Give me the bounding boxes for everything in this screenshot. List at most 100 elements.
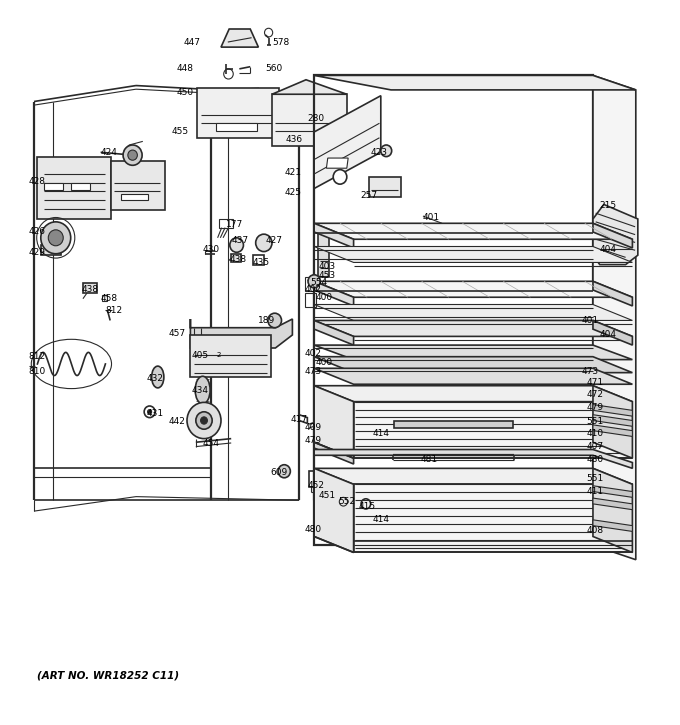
Text: 405: 405 [192,351,209,360]
Text: 404: 404 [600,245,617,254]
Text: 442: 442 [169,418,186,426]
Text: 414: 414 [373,429,390,438]
Bar [216,123,257,130]
Polygon shape [314,281,354,306]
Polygon shape [394,420,513,428]
Text: 448: 448 [177,64,194,72]
Text: 479: 479 [586,403,603,412]
Circle shape [268,313,282,328]
Polygon shape [593,486,632,497]
Polygon shape [314,320,354,345]
Text: 280: 280 [307,115,324,123]
Polygon shape [314,442,354,464]
Text: 428: 428 [29,177,46,186]
Circle shape [256,234,272,252]
Bar [231,254,241,262]
Bar [305,293,316,307]
Text: 410: 410 [586,429,603,438]
Polygon shape [593,405,632,416]
Text: 421: 421 [284,168,301,177]
Polygon shape [314,304,632,320]
Text: 578: 578 [272,38,289,46]
Text: 431: 431 [146,409,163,418]
Polygon shape [221,29,258,47]
Text: 411: 411 [586,487,603,496]
Text: 427: 427 [265,236,282,245]
Circle shape [381,145,392,157]
Text: 408: 408 [586,526,603,535]
Bar [190,335,271,377]
Bar [272,94,347,146]
Bar [318,228,329,277]
Bar [253,255,264,265]
Polygon shape [314,357,632,373]
Polygon shape [314,247,632,262]
Text: 551: 551 [586,418,603,426]
Text: 480: 480 [305,525,322,534]
Bar [37,157,111,219]
Text: 401: 401 [581,316,598,325]
Text: 404: 404 [600,331,617,339]
Polygon shape [326,158,348,168]
Text: 438: 438 [230,255,247,264]
Polygon shape [354,484,632,552]
Polygon shape [314,468,354,552]
Polygon shape [314,223,632,239]
Circle shape [128,150,137,160]
Polygon shape [593,75,636,560]
Text: 425: 425 [284,188,301,197]
Text: 552: 552 [339,497,356,506]
Text: 432: 432 [146,374,163,383]
Polygon shape [593,320,632,345]
Bar [369,177,401,197]
Polygon shape [593,415,632,426]
Bar [44,183,63,190]
Text: 472: 472 [586,390,603,399]
Circle shape [187,402,221,439]
Polygon shape [593,223,632,248]
Circle shape [123,145,142,165]
Text: 810: 810 [29,367,46,376]
Text: 2: 2 [216,352,220,357]
Text: 473: 473 [305,367,322,376]
Text: 554: 554 [310,278,327,287]
Bar [309,471,320,487]
Bar [314,75,593,545]
Text: 402: 402 [305,349,322,358]
Text: 414: 414 [373,515,390,523]
Ellipse shape [152,366,164,388]
Polygon shape [354,402,632,458]
Text: 480: 480 [586,455,603,464]
Text: 426: 426 [29,228,46,236]
Text: 401: 401 [423,213,440,222]
Bar [111,161,165,210]
Polygon shape [314,75,636,90]
Text: 407: 407 [586,442,603,451]
Polygon shape [314,368,632,384]
Text: 177: 177 [226,220,243,229]
Text: 423: 423 [371,148,388,157]
Text: 215: 215 [600,202,617,210]
Text: 812: 812 [29,352,46,361]
Polygon shape [314,386,632,402]
Bar [197,88,279,138]
Text: 257: 257 [360,191,377,200]
Text: 481: 481 [420,455,437,464]
Text: 434: 434 [192,386,209,394]
Circle shape [41,222,71,254]
Circle shape [230,238,243,252]
Bar [83,283,97,293]
Text: 473: 473 [581,367,598,376]
Text: 453: 453 [318,271,335,280]
Text: 609: 609 [271,468,288,477]
Text: 479: 479 [305,436,322,445]
Text: 437: 437 [231,236,248,245]
Text: 429: 429 [29,248,46,257]
Text: 458: 458 [101,294,118,303]
Circle shape [201,417,207,424]
Polygon shape [190,319,292,348]
Bar [102,295,107,301]
Text: 454: 454 [203,439,220,448]
Polygon shape [272,80,347,94]
Text: 435: 435 [253,258,270,267]
